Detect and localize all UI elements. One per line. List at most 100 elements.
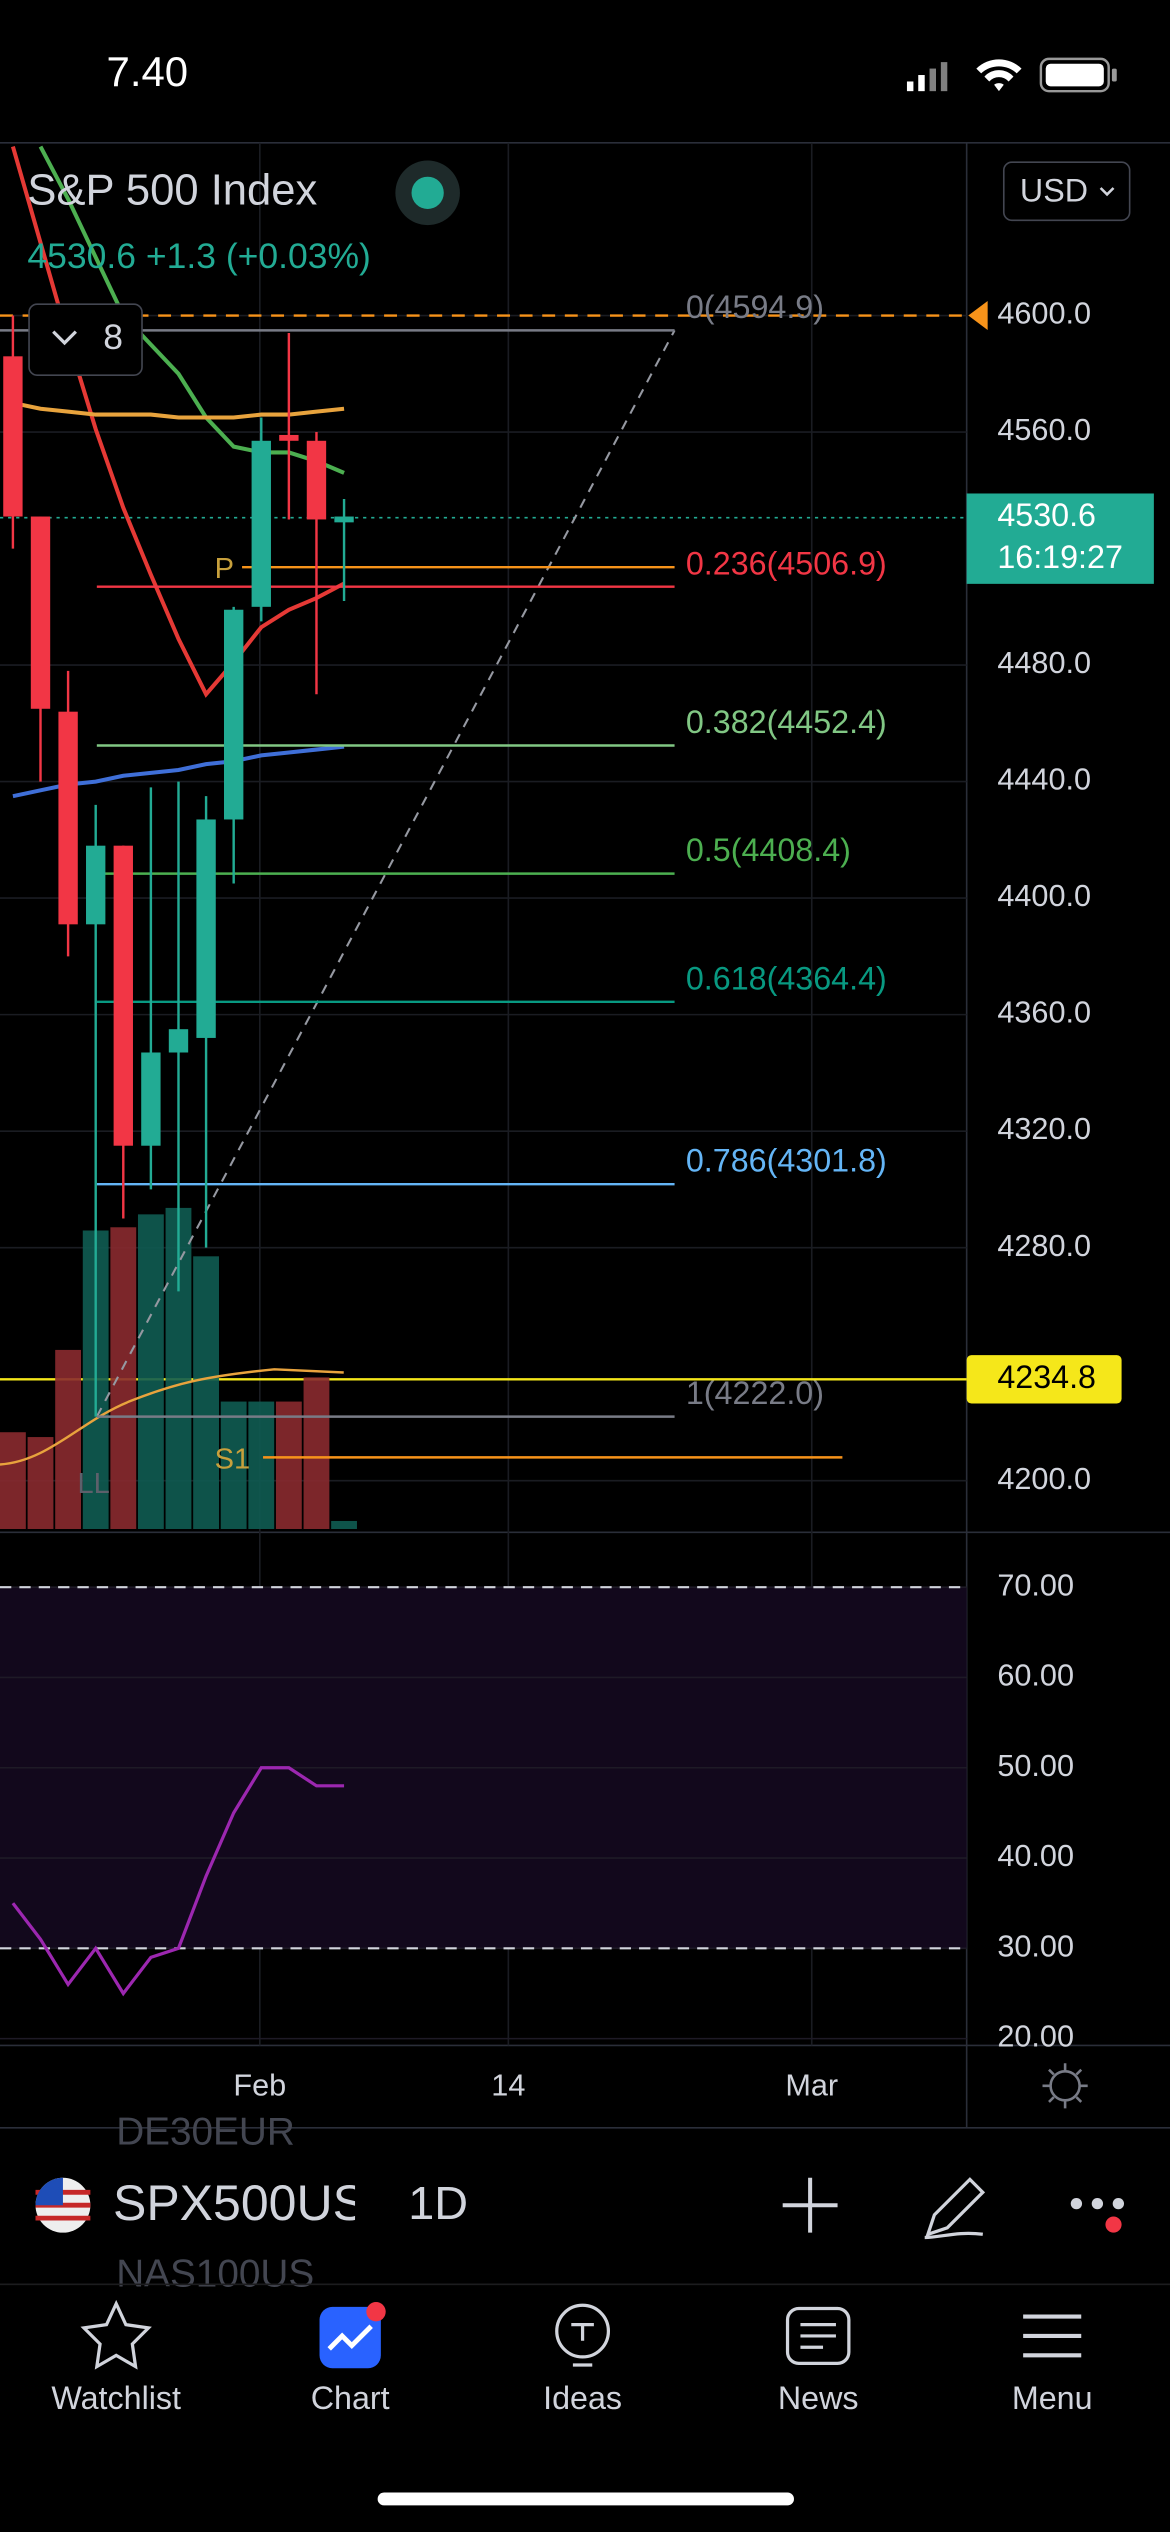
candle-body	[168, 1029, 189, 1053]
toolbar	[0, 2156, 1170, 2257]
last: 4530.6	[27, 236, 136, 276]
volume-bar	[55, 1349, 82, 1530]
fib-label: 0(4594.9)	[686, 289, 824, 325]
candle-body	[58, 711, 78, 925]
badge	[1105, 2216, 1122, 2233]
x-tick-label: Mar	[785, 2069, 838, 2103]
candle-body	[141, 1052, 161, 1146]
candle-body	[251, 440, 271, 607]
candle-body	[334, 516, 354, 523]
volume-bar	[137, 1214, 164, 1530]
volume-ma	[0, 1368, 344, 1466]
y-tick-label: 4400.0	[997, 879, 1091, 913]
alert-marker	[968, 301, 988, 331]
annotation: LL	[77, 1468, 109, 1500]
list-ghost: NAS100US	[116, 2252, 314, 2295]
ideas-icon	[571, 2323, 594, 2367]
status-time: 7.40	[107, 48, 189, 95]
candle-body	[279, 434, 299, 441]
rsi-tick-label: 20.00	[997, 2020, 1074, 2054]
home-indicator	[377, 2492, 794, 2506]
tab-label[interactable]: Watchlist	[51, 2380, 181, 2416]
volume-bar	[27, 1437, 54, 1530]
pivot-label: P	[215, 553, 234, 585]
news-icon	[800, 2323, 836, 2349]
moving-average	[38, 145, 345, 475]
volume-bar	[110, 1227, 137, 1530]
pivot-label: S1	[215, 1443, 251, 1475]
list-ghost: DE30EUR	[116, 2110, 295, 2153]
x-tick-label: 14	[491, 2069, 525, 2103]
ideas-icon[interactable]	[555, 2303, 611, 2359]
more-icon[interactable]	[1070, 2197, 1083, 2210]
flag	[35, 2177, 63, 2206]
chevron	[1099, 187, 1115, 197]
y-tick-label: 4280.0	[997, 1229, 1091, 1263]
settings-icon	[1042, 2063, 1088, 2109]
indicators-button[interactable]	[28, 303, 143, 376]
y-tick-label: 4320.0	[997, 1112, 1091, 1146]
candle-body	[306, 440, 327, 520]
candle-body	[223, 609, 244, 820]
status-icons	[906, 57, 1117, 93]
fib-label: 0.236(4506.9)	[686, 545, 887, 581]
y-tick-label: 4200.0	[997, 1462, 1091, 1496]
fib-label: 0.618(4364.4)	[686, 960, 887, 996]
fib-label: 1(4222.0)	[686, 1375, 824, 1411]
chart-icon[interactable]	[319, 2306, 381, 2369]
y-tick-label: 4480.0	[997, 646, 1091, 680]
add-icon[interactable]	[782, 2177, 838, 2233]
toolbar-symbol[interactable]: SPX500US	[113, 2175, 366, 2231]
indicator-count[interactable]: 8	[103, 317, 123, 357]
candle-body	[3, 356, 23, 517]
y-tick-label: 4440.0	[997, 763, 1091, 797]
y-tick-label: 4360.0	[997, 996, 1091, 1030]
volume-bar	[275, 1401, 302, 1530]
volume-bar	[193, 1256, 219, 1530]
level-label-box	[966, 1355, 1122, 1404]
volume-bar	[303, 1377, 330, 1530]
watchlist-icon[interactable]	[80, 2299, 152, 2370]
badge	[366, 2302, 386, 2322]
fib-label: 0.382(4452.4)	[686, 704, 887, 740]
currency[interactable]: USD	[1020, 172, 1088, 208]
symbol-name: S&P 500 Index	[27, 166, 317, 214]
x-tick-label: Feb	[233, 2069, 286, 2103]
draw-icon[interactable]	[924, 2177, 986, 2240]
price-countdown: 16:19:27	[997, 539, 1123, 575]
y-tick-label: 4600.0	[997, 297, 1091, 331]
currency-button[interactable]	[1002, 161, 1131, 222]
price-label: 4530.6	[997, 497, 1096, 533]
tab-label[interactable]: Ideas	[543, 2380, 622, 2416]
level-label: 4234.8	[997, 1359, 1096, 1395]
volume-bar	[0, 1432, 26, 1530]
candle-body	[113, 845, 133, 1146]
tab-label[interactable]: Chart	[311, 2380, 390, 2416]
candle-body	[30, 516, 51, 709]
status-dot	[411, 176, 444, 209]
volume-bar	[220, 1401, 247, 1530]
news-icon[interactable]	[785, 2306, 851, 2365]
fib-label: 0.786(4301.8)	[686, 1143, 887, 1179]
rsi-tick-label: 70.00	[997, 1568, 1074, 1602]
tab-label[interactable]: Menu	[1012, 2380, 1093, 2416]
last-price: 4530.6 +1.3 (+0.03%)	[27, 236, 370, 276]
candle-body	[86, 845, 106, 925]
chevron	[52, 330, 77, 346]
menu-icon[interactable]	[1023, 2314, 1082, 2358]
chart-icon	[327, 2324, 373, 2351]
change: +1.3 (+0.03%)	[146, 236, 371, 276]
more-icon	[1091, 2197, 1104, 2210]
price-label-box	[966, 493, 1154, 584]
fib-label: 0.5(4408.4)	[686, 832, 851, 868]
candle-body	[196, 819, 216, 1038]
volume-bar	[248, 1401, 275, 1530]
toolbar-interval[interactable]: 1D	[408, 2177, 468, 2229]
rsi-tick-label: 60.00	[997, 1659, 1074, 1693]
rsi-tick-label: 40.00	[997, 1839, 1074, 1873]
more-icon	[1112, 2197, 1125, 2210]
tab-label[interactable]: News	[778, 2380, 859, 2416]
volume-bar	[331, 1520, 357, 1530]
